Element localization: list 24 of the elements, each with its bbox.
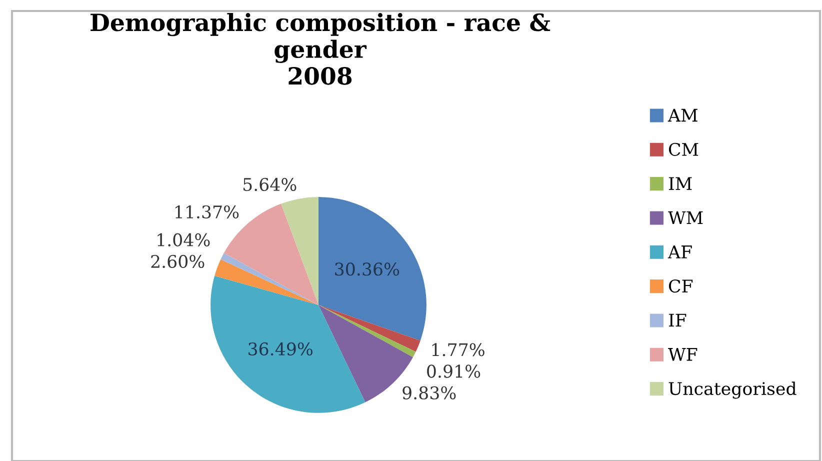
legend-label: IM	[668, 177, 692, 190]
data-label: 2.60%	[151, 254, 204, 268]
legend-label: WF	[668, 348, 698, 361]
data-label: 1.04%	[158, 233, 210, 246]
legend-label: AM	[668, 108, 698, 122]
data-label: 5.64%	[244, 178, 296, 192]
pie-slice	[210, 276, 366, 413]
chart-title: Demographic composition - race & gender 2008	[90, 13, 550, 85]
pie-slice	[281, 197, 318, 305]
pie-slice	[220, 253, 318, 305]
legend-label: WM	[668, 211, 703, 224]
legend-label: IF	[668, 314, 686, 327]
legend-label: Uncategorised	[668, 382, 796, 399]
data-label: 36.49%	[248, 342, 312, 356]
legend-label: CM	[668, 142, 698, 156]
legend-label: CF	[668, 279, 693, 293]
pie-slice	[318, 197, 426, 341]
data-label: 9.83%	[402, 386, 456, 400]
data-label: 30.36%	[335, 262, 400, 276]
data-label: 1.77%	[432, 343, 484, 356]
pie-slice	[214, 259, 318, 305]
data-label: 0.91%	[427, 364, 480, 378]
legend-label: AF	[668, 246, 692, 258]
data-label: 11.37%	[175, 205, 239, 218]
